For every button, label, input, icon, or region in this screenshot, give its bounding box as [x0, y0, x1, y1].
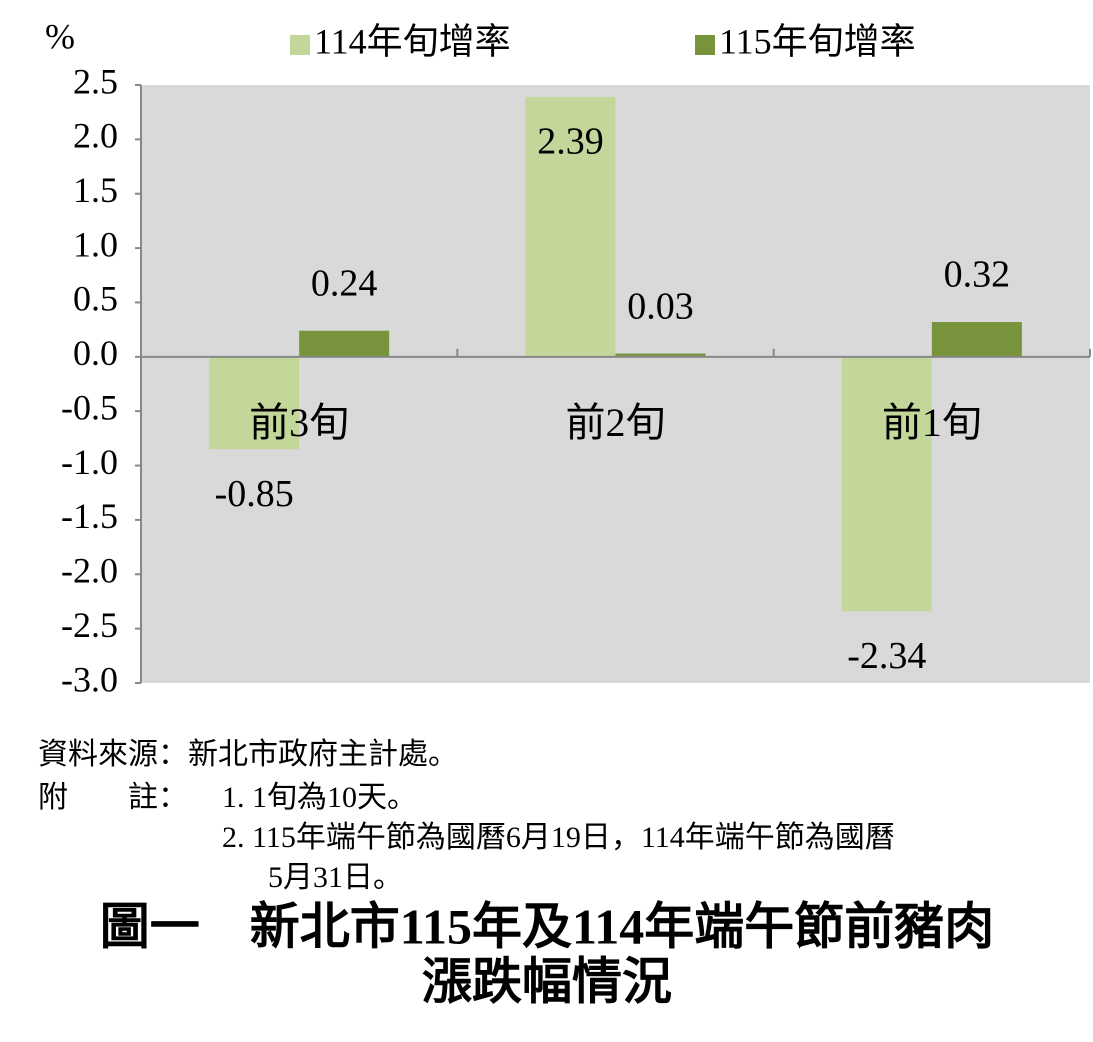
- x-tick-label: 前3旬: [249, 400, 349, 445]
- note-label: 附 註：: [38, 781, 188, 814]
- data-label: 0.24: [311, 262, 378, 304]
- data-label: 2.39: [537, 121, 604, 163]
- y-tick-label: -2.0: [61, 551, 118, 591]
- y-tick-label: -3.0: [61, 659, 118, 699]
- bar: [299, 330, 390, 357]
- note: 1. 1旬為10天。: [222, 781, 417, 814]
- bar: [209, 356, 300, 450]
- chart-title: 圖一 新北市115年及114年端午節前豬肉: [100, 898, 994, 954]
- data-label: -2.34: [847, 635, 926, 677]
- bar: [931, 322, 1022, 357]
- y-tick-label: 1.0: [73, 224, 118, 264]
- legend-label: 114年旬增率: [314, 21, 511, 61]
- y-tick-label: 0.5: [73, 279, 118, 319]
- data-label: 0.32: [944, 254, 1011, 296]
- legend-swatch: [695, 35, 715, 55]
- y-tick-label: 1.5: [73, 170, 118, 210]
- bar: [525, 96, 616, 357]
- x-tick-label: 前1旬: [882, 400, 982, 445]
- x-tick-label: 前2旬: [566, 400, 666, 445]
- bar: [841, 356, 932, 612]
- legend-label: 115年旬增率: [719, 21, 916, 61]
- source: 資料來源：新北市政府主計處。: [38, 738, 458, 771]
- y-tick-label: 2.0: [73, 116, 118, 156]
- y-tick-label: -0.5: [61, 387, 118, 427]
- bar: [615, 353, 706, 357]
- data-label: 0.03: [627, 285, 694, 327]
- note: 5月31日。: [268, 861, 403, 894]
- y-tick-label: -1.5: [61, 496, 118, 536]
- y-tick-label: 0.0: [73, 333, 118, 373]
- y-unit: %: [45, 16, 75, 56]
- note: 2. 115年端午節為國曆6月19日，114年端午節為國曆: [222, 821, 895, 854]
- y-tick-label: -2.5: [61, 605, 118, 645]
- y-tick-label: -1.0: [61, 442, 118, 482]
- y-tick-label: 2.5: [73, 61, 118, 101]
- legend-swatch: [290, 35, 310, 55]
- chart-title: 漲跌幅情況: [422, 953, 672, 1009]
- data-label: -0.85: [215, 473, 294, 515]
